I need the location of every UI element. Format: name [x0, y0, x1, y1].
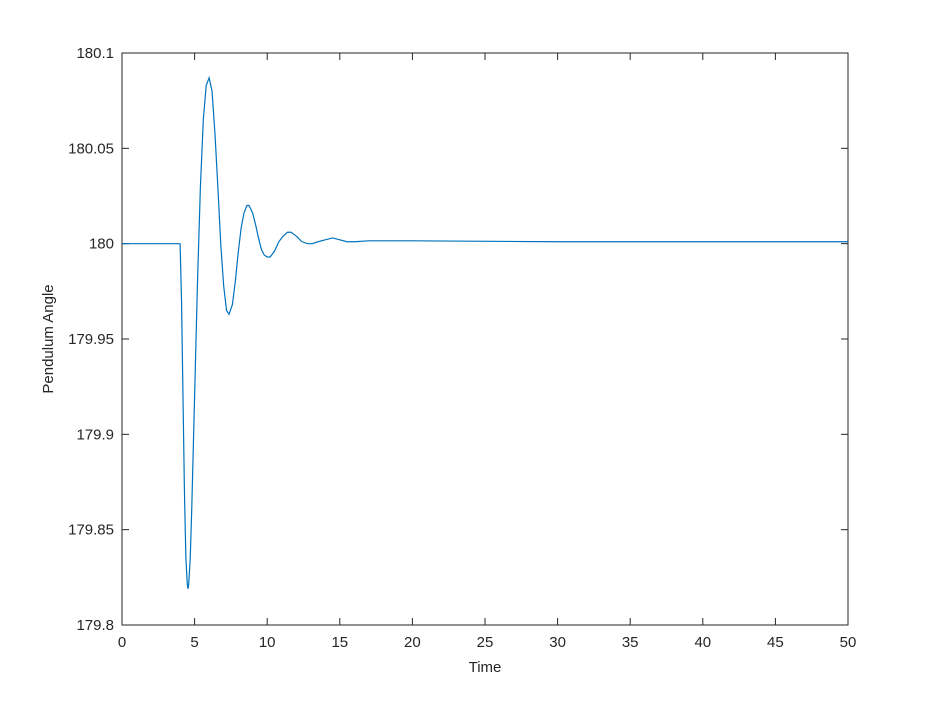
- x-tick-label: 20: [404, 634, 421, 651]
- data-line: [122, 75, 848, 589]
- y-axis-label: Pendulum Angle: [40, 284, 57, 393]
- x-tick-label: 50: [840, 634, 857, 651]
- y-tick-label: 180.1: [76, 45, 114, 62]
- y-tick-label: 179.85: [68, 522, 114, 539]
- x-tick-label: 15: [331, 634, 348, 651]
- x-tick-label: 5: [190, 634, 198, 651]
- x-tick-label: 35: [622, 634, 639, 651]
- x-tick-label: 25: [477, 634, 494, 651]
- plot-frame: [121, 52, 849, 626]
- x-tick-label: 40: [694, 634, 711, 651]
- x-tick-label: 30: [549, 634, 566, 651]
- y-tick-label: 180: [89, 236, 114, 253]
- y-tick-label: 179.8: [76, 617, 114, 634]
- x-tick-label: 10: [259, 634, 276, 651]
- x-axis-label: Time: [469, 659, 502, 676]
- x-tick-label: 0: [118, 634, 126, 651]
- y-tick-label: 180.05: [68, 140, 114, 157]
- y-tick-label: 179.9: [76, 426, 114, 443]
- y-tick-label: 179.95: [68, 331, 114, 348]
- x-tick-label: 45: [767, 634, 784, 651]
